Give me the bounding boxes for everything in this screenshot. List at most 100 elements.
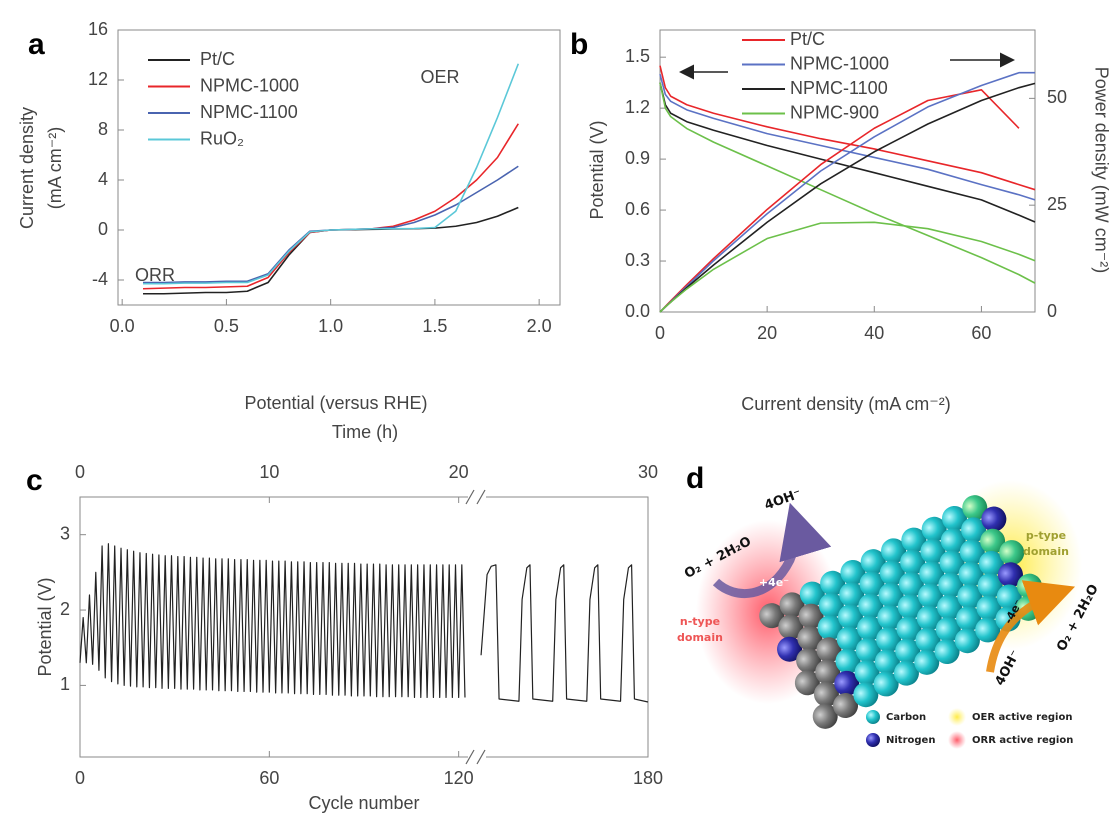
atom [937, 594, 963, 620]
y-tick-label: 0.3 [625, 250, 650, 270]
atom [855, 637, 881, 663]
orr-arrow [712, 502, 832, 598]
atom [895, 638, 921, 664]
atom [961, 517, 987, 543]
atom [999, 540, 1025, 566]
y-tick-label: 1.5 [625, 46, 650, 66]
legend-label: NPMC-1000 [790, 53, 889, 73]
atom [917, 583, 943, 609]
atom [798, 603, 824, 629]
series-line [143, 63, 520, 285]
atom [939, 550, 965, 576]
legend-swatch [866, 710, 880, 724]
label-n-type: domain [677, 631, 723, 644]
y2-tick-label: 50 [1047, 87, 1067, 107]
legend-label: OER active region [972, 712, 1072, 723]
atom [813, 681, 839, 707]
atom [836, 626, 862, 652]
label-p-type: domain [1023, 545, 1069, 558]
x-axis-title: Cycle number [308, 793, 419, 813]
atom [901, 527, 927, 553]
atom [940, 528, 966, 554]
axis-break [465, 489, 486, 765]
atom [777, 636, 803, 662]
x-tick-label: 60 [259, 768, 279, 788]
atom [840, 559, 866, 585]
atom [859, 571, 885, 597]
legend-label: NPMC-1100 [790, 78, 888, 98]
atom [916, 605, 942, 631]
y-tick-label: 1.2 [625, 97, 650, 117]
atom [935, 616, 961, 642]
atom [962, 495, 988, 521]
legend-label: NPMC-1100 [200, 102, 298, 122]
atom [778, 614, 804, 640]
y-tick-label: 3 [60, 523, 70, 543]
atom [958, 561, 984, 587]
y-tick-label: 12 [88, 69, 108, 89]
atom [839, 582, 865, 608]
legend-label: Nitrogen [886, 735, 935, 746]
x-tick-label: 1.5 [422, 316, 447, 336]
legend-label: ORR active region [972, 735, 1073, 746]
atom [816, 637, 842, 663]
legend-label: NPMC-900 [790, 102, 879, 122]
plot-frame [659, 29, 1036, 313]
legend-label: RuO₂ [200, 128, 244, 148]
atom [835, 648, 861, 674]
atom [779, 592, 805, 618]
plot-frame [117, 29, 561, 306]
atom [975, 617, 1001, 643]
atom [919, 561, 945, 587]
x-tick-label: 120 [444, 768, 474, 788]
label-left-electrons: +4e⁻ [759, 576, 789, 589]
atom [976, 595, 1002, 621]
atom [854, 660, 880, 686]
label-n-type: n-type [680, 615, 720, 628]
x-tick-label: 0 [75, 768, 85, 788]
panel-label: b [570, 28, 588, 61]
legend-label: NPMC-1000 [200, 75, 299, 95]
series-line [659, 221, 1036, 313]
y-tick-label: 4 [98, 169, 108, 189]
legend-label: Pt/C [200, 49, 235, 69]
series-line [659, 73, 1036, 201]
atom [812, 703, 838, 729]
series-line [659, 82, 1036, 223]
atom [817, 615, 843, 641]
atom [920, 538, 946, 564]
y-tick-label: 16 [88, 19, 108, 39]
annotation: OER [420, 67, 459, 87]
x-tick-label: 0.0 [110, 316, 135, 336]
label-left-product: 4OH⁻ [763, 486, 804, 513]
panel-label: a [28, 28, 45, 61]
y-tick-label: 2 [60, 599, 70, 619]
atom [873, 671, 899, 697]
y2-axis-title: Power density (mW cm⁻²) [1091, 67, 1111, 274]
atom [853, 682, 879, 708]
legend-label: Carbon [886, 712, 926, 723]
atom [860, 549, 886, 575]
y-tick-label: 0.6 [625, 199, 650, 219]
y2-tick-label: 25 [1047, 194, 1067, 214]
x-axis-title: Potential (versus RHE) [244, 393, 427, 413]
atom [997, 562, 1023, 588]
atom [896, 616, 922, 642]
atom [893, 660, 919, 686]
x-tick-label: 20 [757, 323, 777, 343]
atom [876, 627, 902, 653]
series-line [143, 206, 519, 295]
x-tick-label: 180 [633, 768, 663, 788]
y-axis-title: Current density [17, 107, 37, 229]
x2-tick-label: 10 [259, 462, 279, 482]
atom [941, 505, 967, 531]
x-tick-label: 0.5 [214, 316, 239, 336]
atom [857, 615, 883, 641]
y-tick-label: 0.0 [625, 301, 650, 321]
atom [981, 506, 1007, 532]
atom [874, 649, 900, 675]
atom [980, 528, 1006, 554]
atom [954, 628, 980, 654]
